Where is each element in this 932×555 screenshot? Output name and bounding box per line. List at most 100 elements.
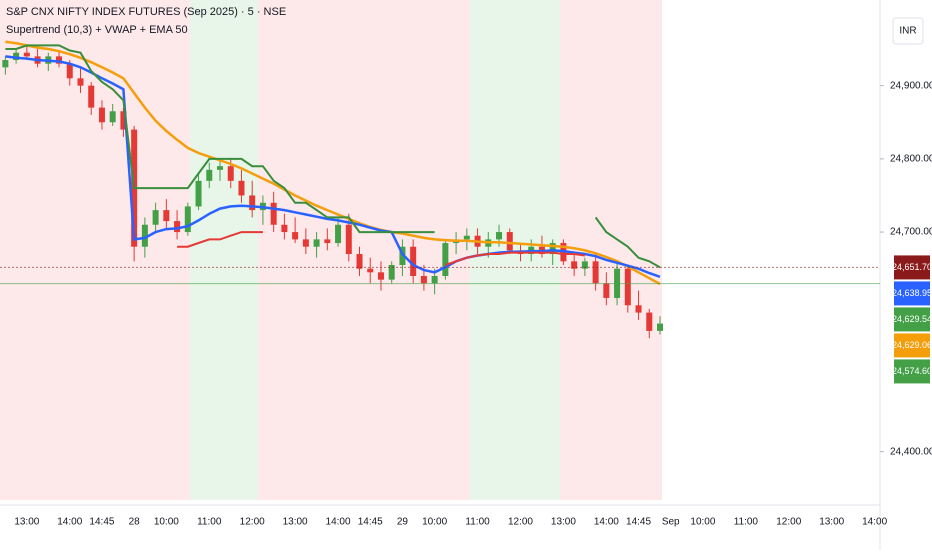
price-label: 24,629.06: [892, 340, 932, 350]
candle-body: [270, 202, 277, 225]
x-tick-label: 14:00: [57, 517, 82, 528]
x-tick-label: 11:00: [465, 517, 490, 528]
candle-body: [335, 224, 342, 244]
candle-body: [410, 246, 417, 276]
price-label-box: [894, 307, 930, 332]
price-label-box: [894, 281, 930, 306]
price-label: 24,638.95: [892, 288, 932, 298]
candle-body: [313, 239, 320, 247]
candle-body: [367, 268, 374, 273]
candle-body: [581, 261, 588, 269]
x-tick-label: 14:45: [89, 517, 114, 528]
x-tick-label: Sep: [662, 517, 680, 528]
candle-body: [238, 180, 245, 196]
x-tick-label: 14:45: [626, 517, 651, 528]
candle-body: [420, 275, 427, 284]
x-tick-label: 12:00: [508, 517, 533, 528]
x-tick-label: 13:00: [551, 517, 576, 528]
x-tick-label: 10:00: [422, 517, 447, 528]
candle-body: [217, 166, 223, 170]
indicator-line: [5, 55, 661, 278]
indicator-legend: Supertrend (10,3) + VWAP + EMA 50: [6, 24, 188, 36]
candle-body: [77, 78, 84, 86]
x-tick-label: 28: [129, 517, 141, 528]
y-tick-label: 24,800.00: [890, 153, 932, 164]
candle-body: [98, 107, 105, 123]
candle-body: [646, 312, 653, 331]
x-tick-label: 13:00: [283, 517, 308, 528]
candle-body: [603, 283, 610, 298]
x-tick-label: 14:00: [326, 517, 351, 528]
x-tick-label: 12:00: [776, 517, 801, 528]
x-tick-label: 14:00: [594, 517, 619, 528]
x-tick-label: 12:00: [240, 517, 265, 528]
candle-body: [109, 111, 116, 123]
indicator-line: [5, 44, 661, 269]
y-tick-label: 24,700.00: [890, 227, 932, 238]
candle-body: [184, 206, 191, 233]
chart-title: S&P CNX NIFTY INDEX FUTURES (Sep 2025) ·…: [6, 6, 286, 18]
currency-button[interactable]: [892, 17, 924, 45]
price-label-box: [894, 255, 930, 280]
candle-body: [120, 111, 127, 130]
candle-body: [463, 235, 470, 240]
x-tick-label: 14:45: [358, 517, 383, 528]
candle-body: [496, 232, 503, 240]
candle-body: [657, 323, 663, 331]
candle-body: [23, 52, 30, 57]
x-tick-label: 10:00: [154, 517, 179, 528]
candle-body: [174, 221, 181, 233]
candle-body: [227, 166, 234, 181]
candle-body: [442, 243, 449, 276]
candle-body: [302, 239, 309, 247]
x-tick-label: 29: [397, 517, 409, 528]
candle-body: [377, 272, 384, 280]
price-label: 24,574.60: [892, 366, 932, 376]
currency: INR: [899, 26, 916, 37]
price-label: 24,629.54: [892, 314, 932, 324]
candle-body: [195, 180, 202, 207]
candle-body: [592, 261, 599, 284]
candle-body: [249, 195, 256, 211]
candle-body: [13, 52, 20, 61]
session-bg: [258, 0, 470, 500]
session-bg: [0, 0, 190, 500]
candle-body: [88, 85, 95, 108]
candle-body: [2, 60, 9, 68]
candle-body: [56, 56, 63, 64]
x-tick-label: 13:00: [819, 517, 844, 528]
price-label-box: [894, 333, 930, 358]
x-tick-label: 11:00: [197, 517, 222, 528]
candle-body: [635, 305, 642, 313]
candle-body: [356, 254, 363, 269]
candle-body: [206, 169, 213, 181]
price-label: 24,651.70: [892, 262, 932, 272]
candle-body: [292, 232, 299, 240]
session-bg: [190, 0, 258, 500]
candle-body: [345, 224, 352, 255]
candle-body: [431, 275, 438, 284]
x-tick-label: 11:00: [734, 517, 759, 528]
candle-body: [388, 265, 395, 280]
x-tick-label: 13:00: [14, 517, 39, 528]
candle-body: [281, 224, 288, 233]
candle-body: [163, 210, 170, 222]
candle-body: [624, 268, 631, 306]
x-tick-label: 14:00: [862, 517, 887, 528]
indicator-line: [5, 40, 661, 286]
candle-body: [549, 243, 556, 255]
candle-body: [324, 239, 331, 244]
indicator-line: [177, 231, 586, 266]
y-tick-label: 24,900.00: [890, 80, 932, 91]
candle-body: [66, 63, 73, 79]
candle-body: [141, 224, 148, 247]
candle-body: [152, 210, 159, 225]
x-tick-label: 10:00: [690, 517, 715, 528]
candle-body: [571, 261, 578, 269]
price-label-box: [894, 359, 930, 384]
candle-body: [399, 246, 406, 266]
session-bg: [560, 0, 662, 500]
y-tick-label: 24,400.00: [890, 446, 932, 457]
